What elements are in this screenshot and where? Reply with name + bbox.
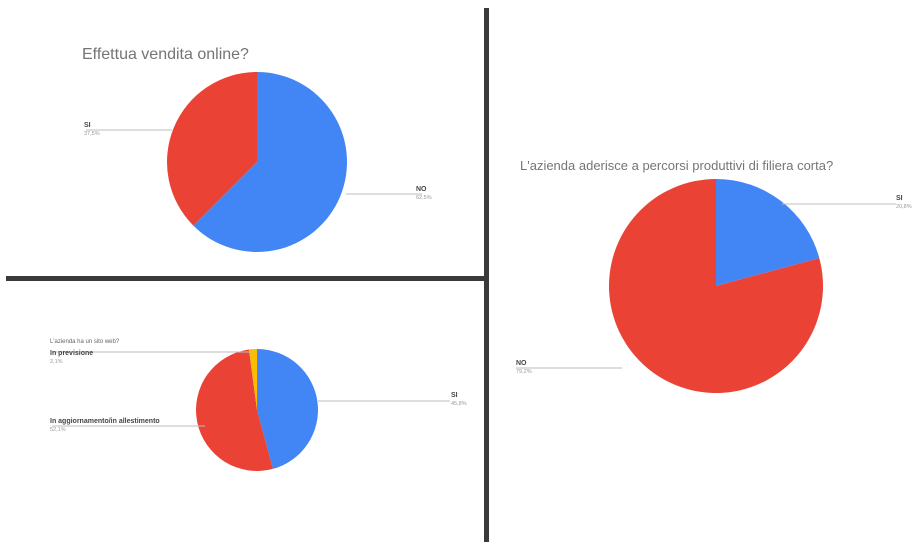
slice-label-0: NO: [416, 186, 427, 193]
pie-slice-0: [257, 349, 318, 469]
horizontal-divider: [6, 276, 486, 281]
pie-slice-0: [716, 179, 820, 286]
slice-value-1: 79,2%: [516, 369, 532, 375]
pie-chart-vendita-online: NO 62,5% SI 37,5%: [84, 72, 432, 252]
vertical-divider: [484, 8, 489, 542]
pie-slice-2: [248, 349, 257, 410]
slice-value-0: 20,8%: [896, 204, 912, 210]
pie-slice-0: [193, 72, 347, 252]
chart-panel-vendita-online: Effettua vendita online? NO 62,5% SI 37,5%: [0, 0, 484, 276]
slice-label-0: SI: [451, 392, 458, 399]
pie-chart-sito-web: L'azienda ha un sito web? SI 45,8% In aggio…: [50, 339, 467, 472]
pie-slice-1: [166, 72, 257, 226]
chart-subtitle: L'azienda ha un sito web?: [50, 339, 120, 345]
slice-label-1: NO: [516, 360, 527, 367]
chart-title: Effettua vendita online?: [82, 46, 249, 63]
slice-label-0: SI: [896, 195, 903, 202]
slice-value-2: 2,1%: [50, 359, 63, 365]
slice-label-1: SI: [84, 122, 91, 129]
pie-chart-filiera-corta: SI 20,8% NO 79,2%: [516, 178, 912, 393]
slice-value-1: 52,1%: [50, 427, 66, 433]
chart-title: L'azienda aderisce a percorsi produttivi…: [520, 158, 834, 173]
slice-label-1: In aggiornamento/in allestimento: [50, 418, 160, 425]
chart-panel-filiera-corta: L'azienda aderisce a percorsi produttivi…: [492, 0, 913, 542]
slice-value-1: 37,5%: [84, 131, 100, 137]
pie-slice-1: [609, 178, 823, 393]
chart-panel-sito-web: L'azienda ha un sito web? SI 45,8% In aggio…: [0, 284, 484, 542]
slice-value-0: 45,8%: [451, 401, 467, 407]
slice-label-2: In previsione: [50, 350, 93, 357]
slice-value-0: 62,5%: [416, 195, 432, 201]
pie-slice-1: [195, 349, 273, 472]
